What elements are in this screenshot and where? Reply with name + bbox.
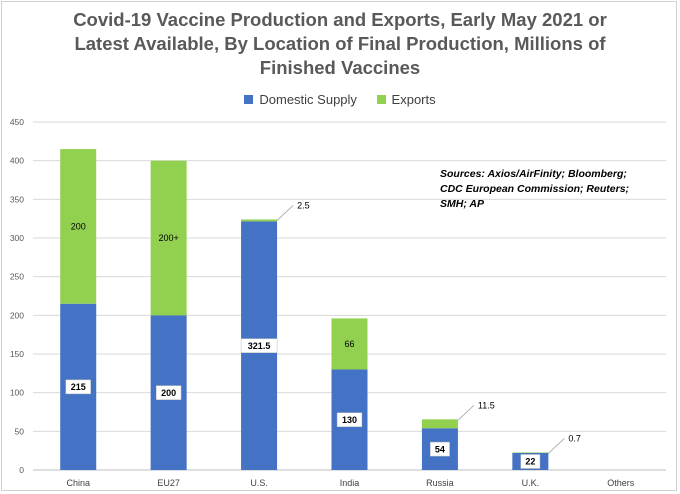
leader-line-exports-u-k — [548, 438, 565, 454]
data-label-domestic-russia: 54 — [435, 444, 445, 454]
chart-title-line-1: Covid-19 Vaccine Production and Exports,… — [73, 9, 607, 30]
x-tick-label-u-s: U.S. — [250, 478, 268, 488]
chart-title-line-3: Finished Vaccines — [259, 57, 421, 78]
bar-exports-u-k — [512, 452, 549, 453]
y-tick-label-0: 0 — [19, 465, 24, 475]
x-tick-label-eu27: EU27 — [157, 478, 180, 488]
y-tick-label-300: 300 — [10, 233, 24, 243]
legend-label-exports: Exports — [391, 92, 436, 107]
data-label-domestic-china: 215 — [71, 382, 86, 392]
bar-exports-china — [60, 149, 97, 304]
y-tick-label-350: 350 — [10, 194, 24, 204]
bar-exports-u-s — [241, 219, 278, 222]
y-tick-label-100: 100 — [10, 388, 24, 398]
data-label-domestic-india: 130 — [342, 415, 357, 425]
chart-title-line-2: Latest Available, By Location of Final P… — [74, 33, 606, 54]
data-label-exports-eu27: 200+ — [159, 233, 179, 243]
x-tick-label-russia: Russia — [426, 478, 454, 488]
y-tick-label-450: 450 — [10, 117, 24, 127]
legend-swatch-exports — [376, 95, 386, 104]
y-tick-label-200: 200 — [10, 310, 24, 320]
y-tick-label-150: 150 — [10, 349, 24, 359]
sources-note: Sources: Axios/AirFinity; Bloomberg; CDC… — [440, 167, 650, 212]
data-label-box-domestic-eu27 — [155, 385, 182, 400]
sources-line-2: CDC European Commission; Reuters; — [440, 183, 630, 195]
bar-exports-india — [331, 318, 368, 370]
data-label-box-domestic-u-s — [240, 338, 278, 353]
data-label-box-domestic-u-k — [520, 454, 541, 469]
legend-item-exports: Exports — [376, 92, 436, 107]
x-tick-label-china: China — [66, 478, 90, 488]
data-label-domestic-u-k: 22 — [525, 457, 535, 467]
x-tick-label-india: India — [340, 478, 360, 488]
y-tick-label-50: 50 — [15, 426, 25, 436]
data-label-domestic-eu27: 200 — [161, 388, 176, 398]
chart-title: Covid-19 Vaccine Production and Exports,… — [40, 8, 640, 80]
y-tick-label-250: 250 — [10, 272, 24, 282]
legend-label-domestic-supply: Domestic Supply — [259, 92, 357, 107]
bar-exports-russia — [421, 419, 458, 429]
leader-line-exports-u-s — [276, 205, 294, 221]
legend-item-domestic-supply: Domestic Supply — [244, 92, 357, 107]
leader-line-exports-russia — [457, 405, 475, 421]
data-label-box-domestic-india — [336, 412, 363, 427]
data-label-domestic-u-s: 321.5 — [248, 341, 271, 351]
sources-line-3: SMH; AP — [440, 198, 484, 210]
legend-swatch-domestic-supply — [244, 95, 254, 104]
data-label-exports-india: 66 — [344, 339, 354, 349]
x-tick-label-others: Others — [607, 478, 635, 488]
chart-legend: Domestic Supply Exports — [0, 92, 680, 107]
data-label-box-domestic-china — [65, 379, 91, 395]
sources-line-1: Sources: Axios/AirFinity; Bloomberg; — [440, 168, 627, 180]
y-tick-label-400: 400 — [10, 156, 24, 166]
data-label-exports-u-k: 0.7 — [568, 433, 581, 443]
x-tick-label-u-k: U.K. — [522, 478, 540, 488]
data-label-box-domestic-russia — [430, 441, 450, 457]
bar-exports-eu27 — [150, 160, 187, 316]
data-label-exports-u-s: 2.5 — [297, 200, 310, 210]
data-label-exports-russia: 11.5 — [478, 400, 495, 410]
data-label-exports-china: 200 — [71, 221, 86, 231]
